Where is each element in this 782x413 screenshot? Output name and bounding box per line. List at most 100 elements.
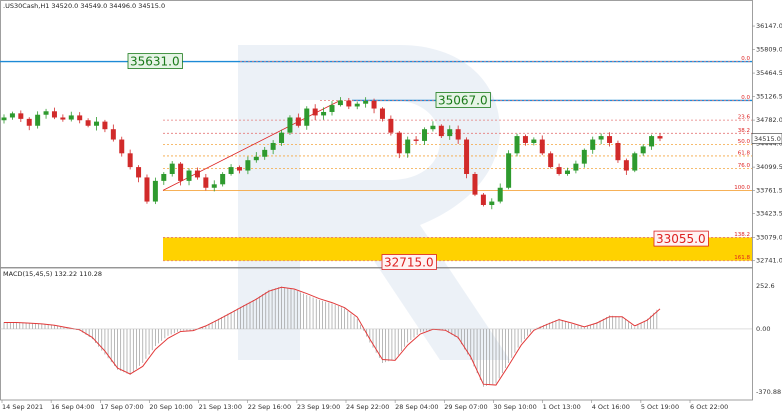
candle-body [489, 201, 495, 205]
candle-body [236, 167, 242, 171]
candle-body [85, 120, 91, 126]
target-zone [163, 237, 752, 261]
candle-body [354, 103, 360, 107]
candle-body [1, 117, 7, 121]
candle-body [632, 153, 638, 171]
candle-body [623, 160, 629, 171]
candle-body [346, 100, 352, 107]
level-label-high-box [127, 53, 183, 70]
macd-header: MACD(15,45,5) 132.22 110.28 [3, 270, 102, 278]
candle-body [472, 173, 478, 195]
candle-body [312, 108, 318, 116]
time-tick-label: 28 Sep 04:00 [395, 403, 438, 411]
candle-body [321, 111, 327, 116]
candle-body [497, 187, 503, 202]
candle-body [43, 111, 49, 115]
candle-body [186, 170, 192, 181]
candle-body [253, 156, 259, 161]
time-tick-label: 21 Sep 13:00 [199, 403, 242, 411]
candle-body [127, 153, 133, 168]
candle-body [531, 139, 537, 143]
price-tick-label: 33079.0 [756, 233, 782, 241]
candle-body [396, 132, 402, 154]
price-tick-label: 32741.0 [756, 257, 782, 265]
candle-body [211, 184, 217, 188]
price-tick-label: 36147.0 [756, 22, 782, 30]
time-tick-label: 22 Sep 16:00 [248, 403, 291, 411]
candle-body [405, 139, 411, 154]
candle-body [245, 160, 251, 171]
candle-body [556, 167, 562, 174]
target-label-lower: 32715.0 [384, 256, 434, 270]
price-tick-label: 33761.5 [756, 186, 782, 194]
target-label-upper-box [653, 230, 709, 247]
candle-body [480, 194, 486, 205]
price-tick-label: 34782.0 [756, 116, 782, 124]
current-price-tag [751, 133, 782, 144]
fib-label: 50.0 [738, 139, 751, 145]
candle-body [60, 117, 66, 120]
time-tick-label: 30 Sep 10:00 [493, 403, 536, 411]
candle-body [270, 142, 276, 150]
candle-body [564, 170, 570, 174]
candle-body [161, 173, 167, 181]
target-label-upper: 33055.0 [656, 232, 706, 246]
fib-label: 23.6 [738, 115, 751, 121]
candle-body [279, 132, 285, 143]
candle-body [119, 139, 125, 154]
candle-body [506, 153, 512, 188]
candle-body [657, 136, 663, 139]
watermark [238, 45, 510, 360]
time-tick-label: 5 Oct 19:00 [641, 403, 679, 411]
candle-body [228, 167, 234, 174]
candle-body [94, 121, 100, 126]
candle-body [363, 100, 369, 104]
candle-body [26, 118, 32, 126]
candle-body [304, 108, 310, 126]
candle-body [102, 121, 108, 130]
current-price-label: 34515.0 [754, 135, 781, 143]
candle-body [581, 149, 587, 164]
candle-body [337, 100, 343, 106]
candle-body [649, 136, 655, 147]
level-lines [0, 60, 752, 262]
candle-body [136, 167, 142, 178]
candle-body [615, 142, 621, 161]
candle-body [295, 117, 301, 126]
target-zone-rect [163, 237, 752, 261]
candle-body [413, 139, 419, 141]
fib-label: 161.8 [734, 255, 750, 261]
time-tick-label: 16 Sep 04:00 [51, 403, 94, 411]
price-tick-label: 33423.5 [756, 210, 782, 218]
fib-label: 0.0 [741, 95, 750, 101]
macd-panel-frame [0, 267, 753, 401]
symbol-header: .US30Cash,H1 34520.0 34549.0 34496.0 345… [3, 2, 165, 10]
candle-body [178, 163, 184, 181]
price-tick-label: 34099.5 [756, 163, 782, 171]
macd-tick-label: -370.88 [756, 388, 781, 396]
watermark-logo [238, 45, 510, 360]
candle-body [35, 114, 41, 126]
candle-body [371, 100, 377, 109]
candle-body [51, 111, 57, 118]
price-tick-label: 35126.5 [756, 92, 782, 100]
candle-body [329, 105, 335, 112]
level-label-high: 35631.0 [130, 55, 180, 69]
candle-body [152, 180, 158, 202]
level-label-mid-box [435, 92, 491, 108]
price-tick-label: 35464.5 [756, 69, 782, 77]
candle-body [438, 125, 444, 137]
time-tick-label: 1 Oct 13:00 [543, 403, 581, 411]
candles [1, 97, 663, 210]
price-tick-label: 35809.0 [756, 45, 782, 53]
candle-body [169, 163, 175, 174]
fib-label: 38.2 [738, 128, 750, 134]
axes: 36147.035809.035464.535126.534782.034444… [1, 22, 782, 411]
candle-body [522, 136, 528, 143]
labels: 0.0 0.0 23.6 38.2 50.0 61.8 76.0 100.0 138.2 161.… [3, 2, 750, 278]
level-label-mid: 35067.0 [438, 93, 488, 107]
candle-body [220, 173, 226, 185]
candle-body [262, 149, 268, 157]
candle-body [144, 177, 150, 202]
